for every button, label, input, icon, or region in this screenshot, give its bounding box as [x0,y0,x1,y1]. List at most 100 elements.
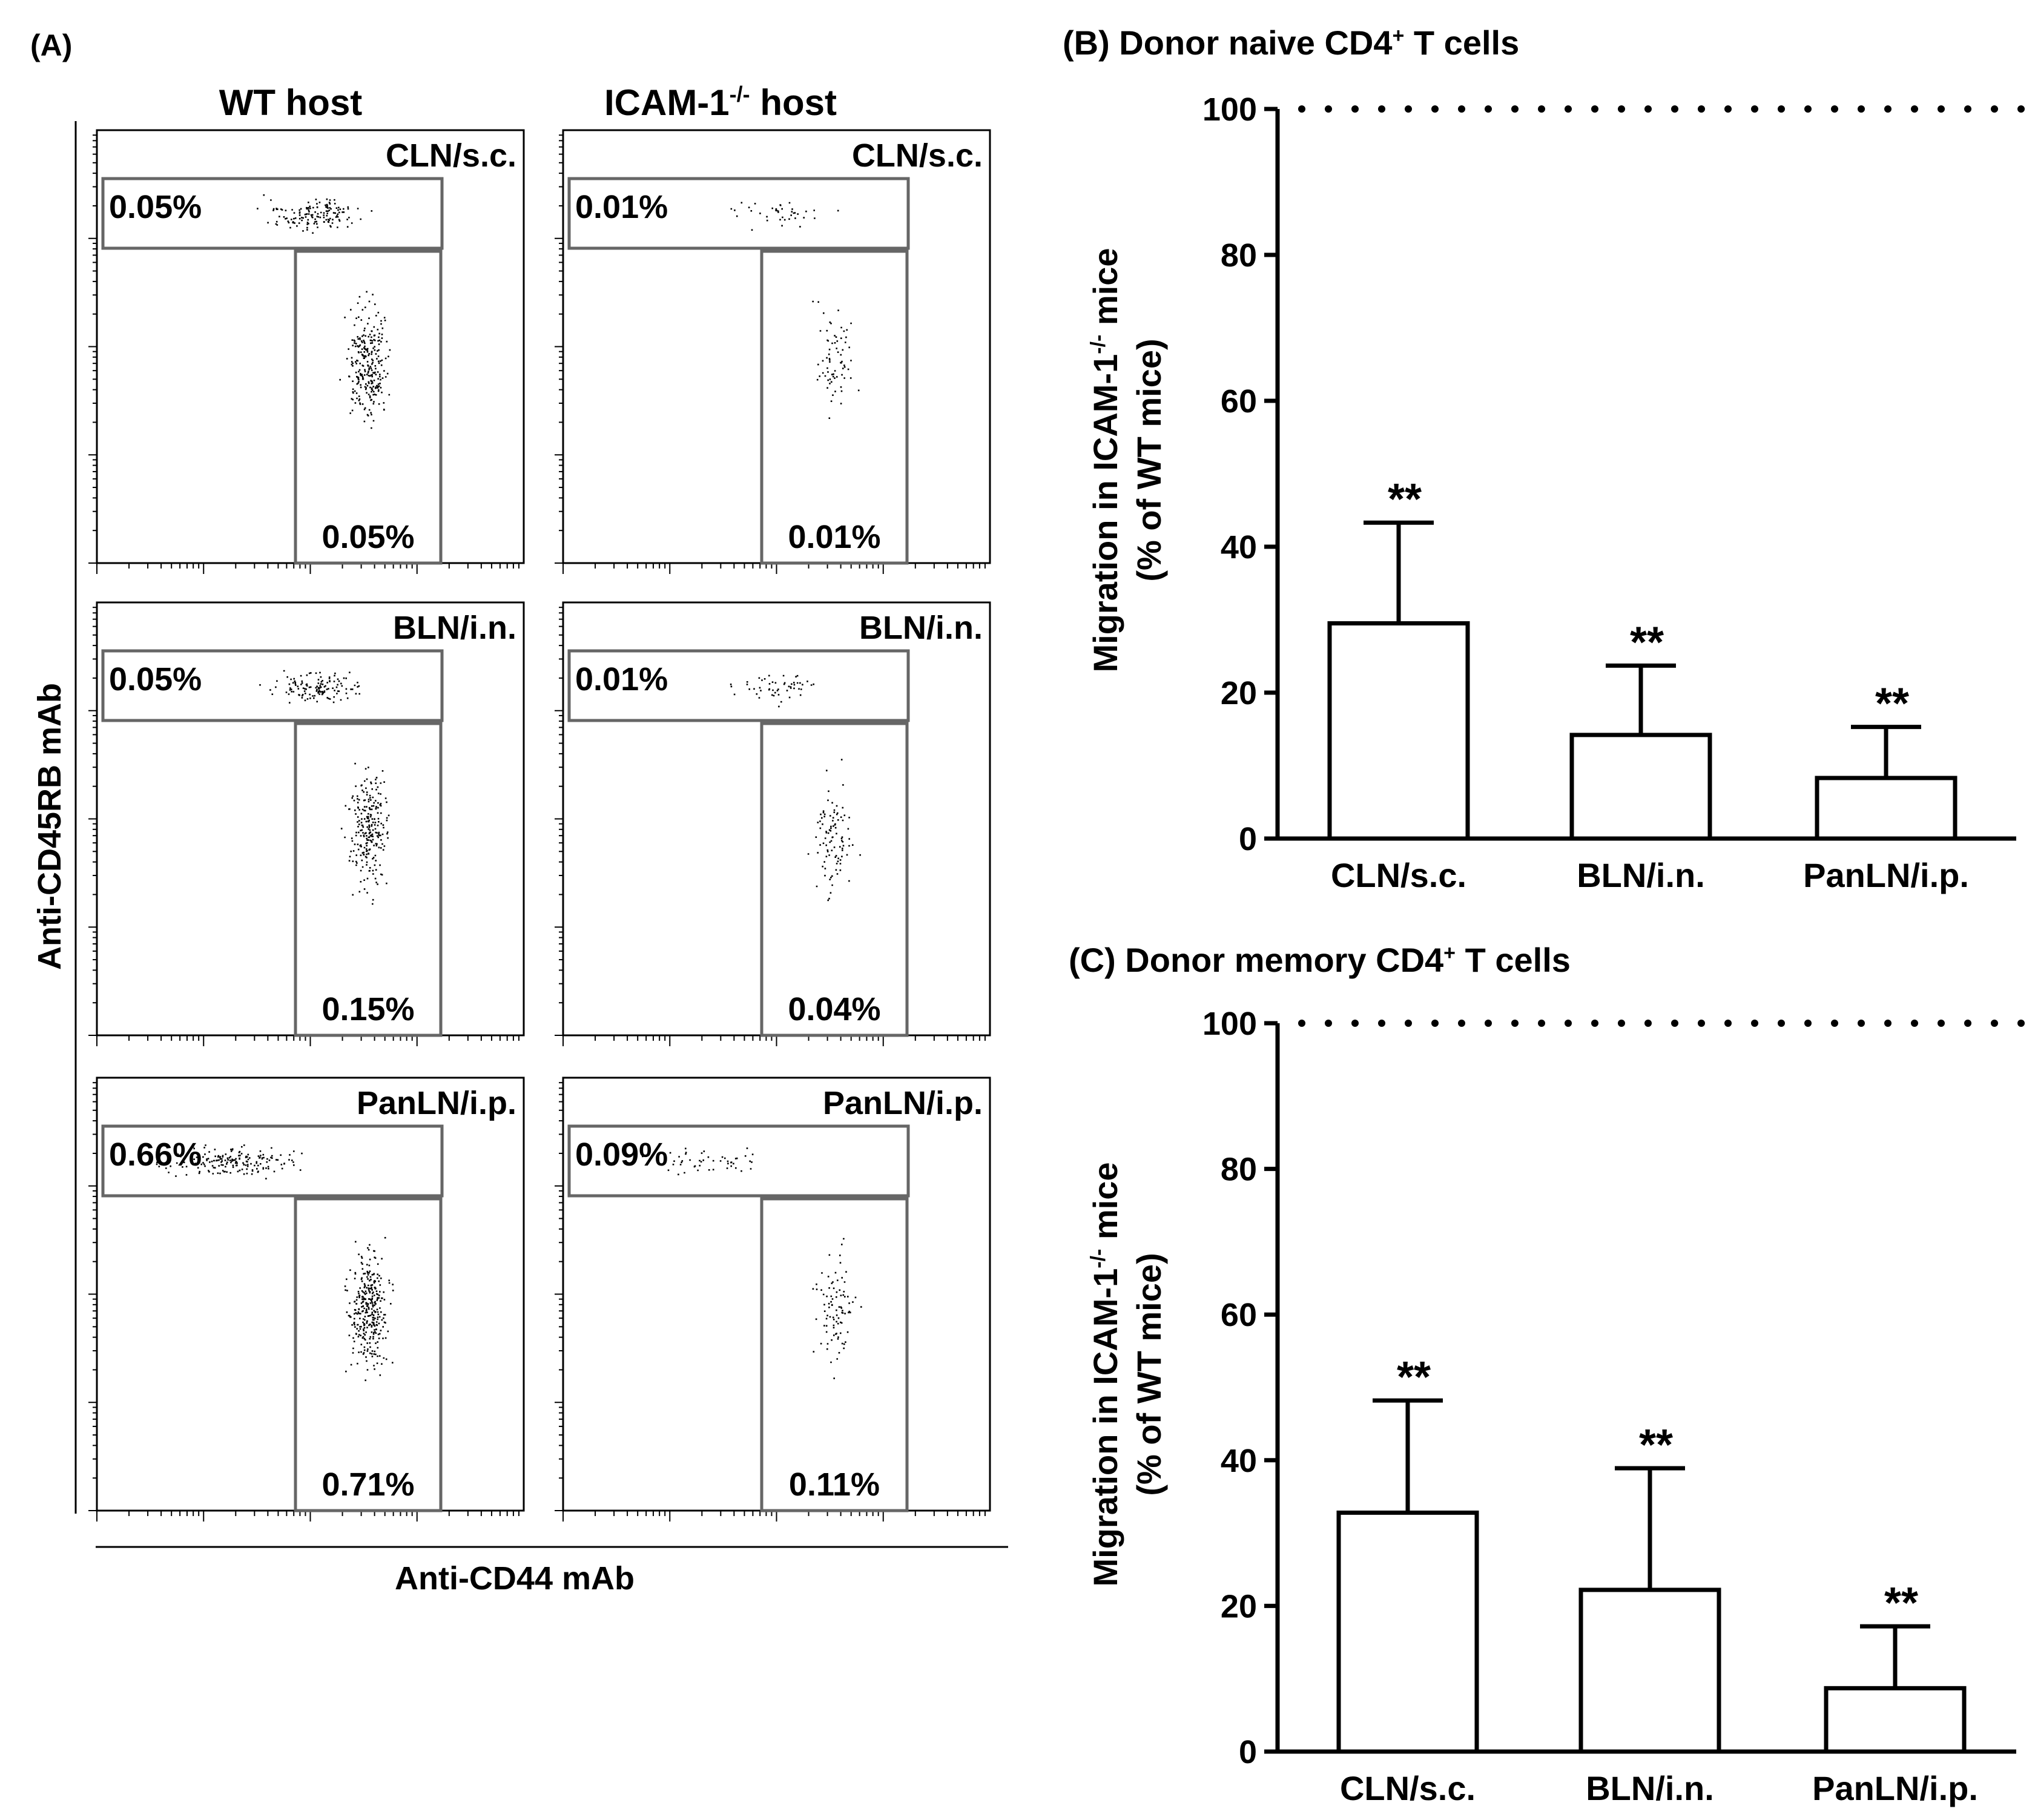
y-axis-label-main: Migration in ICAM-1 [1086,1268,1124,1587]
category-label-3: PanLN/i.p. [1812,1769,1978,1807]
column-title-icam-tail: host [750,82,837,123]
y-axis-label-tail: mice [1086,248,1124,334]
lower-gate [294,249,443,565]
significance-3: ** [1875,680,1909,728]
y-tick-label: 80 [1221,237,1257,274]
bar-3 [1815,776,1957,841]
y-tick-label: 80 [1221,1152,1257,1188]
panel-a-label: (A) [30,28,72,62]
category-label-1: CLN/s.c. [1331,856,1466,894]
column-title-icam-sup: -/- [730,82,750,107]
dot-plot-title: CLN/s.c. [386,137,516,174]
chart-title-main: (C) Donor memory CD4 [1069,941,1443,979]
dot-plot-1: CLN/s.c. 0.05% 0.05% [88,129,525,574]
y-axis-label-cd45rb: Anti-CD45RB mAb [31,683,68,970]
dot-plot-3: BLN/i.n. 0.05% 0.15% [88,601,525,1046]
category-label-1: CLN/s.c. [1340,1769,1476,1807]
bar-2 [1578,1588,1721,1754]
dot-plot-title: PanLN/i.p. [357,1085,516,1121]
significance-2: ** [1639,1421,1673,1469]
category-label-2: BLN/i.n. [1577,856,1705,894]
y-axis-label-sup: -/- [1087,1249,1110,1268]
chart-title-sup: + [1443,941,1456,964]
panel-c-chart: (C) Donor memory CD4+ T cells 0 20 40 60 80 10… [1069,941,2032,1807]
lower-gate-percent: 0.71% [322,1466,414,1503]
dot-plot-title: BLN/i.n. [859,610,983,646]
y-axis-label-main: Migration in ICAM-1 [1086,354,1124,673]
upper-gate [101,649,444,722]
dot-plot-6: PanLN/i.p. 0.09% 0.11% [555,1077,991,1522]
chart-title-sup: + [1393,24,1405,47]
y-axis-label-line2: (% of WT mice) [1130,338,1168,581]
dot-plot-grid: CLN/s.c.0.05%0.05%CLN/s.c.0.01%0.01%BLN/… [88,129,991,1522]
y-axis-label-tail: mice [1086,1162,1124,1248]
dot-plot-title: CLN/s.c. [852,137,983,174]
column-title-wt: WT host [219,82,363,123]
chart-title-tail: T cells [1404,24,1519,62]
lower-gate [760,249,909,565]
category-label-2: BLN/i.n. [1586,1769,1714,1807]
upper-gate [567,177,910,250]
lower-gate-percent: 0.11% [789,1466,880,1503]
upper-gate [101,177,444,250]
y-tick-label: 60 [1221,383,1257,420]
event-dots [642,1147,862,1379]
x-axis-label-cd44: Anti-CD44 mAb [395,1560,635,1597]
y-tick-label: 20 [1221,675,1257,711]
y-axis-label-line1: Migration in ICAM-1-/- mice [1086,1162,1124,1586]
event-dots [156,1144,394,1382]
chart-title-tail: T cells [1456,941,1571,979]
category-label-3: PanLN/i.p. [1803,856,1969,894]
lower-gate [294,722,443,1037]
y-tick-label: 0 [1239,821,1257,857]
dot-plot-5: PanLN/i.p. 0.66% 0.71% [88,1077,525,1522]
column-title-icam-main: ICAM-1 [604,82,730,123]
bar-2 [1569,733,1712,841]
upper-gate-percent: 0.05% [109,661,202,697]
lower-gate [294,1197,443,1512]
y-axis-label-sup: -/- [1087,335,1110,354]
significance-2: ** [1630,618,1664,667]
chart-title: (B) Donor naive CD4+ T cells [1063,24,1519,62]
event-dots [257,194,391,429]
panel-a-flow-cytometry: (A) WT host ICAM-1-/- host Anti-CD45RB m… [30,28,1008,1597]
dot-plot-title: PanLN/i.p. [823,1085,983,1121]
lower-gate-percent: 0.04% [788,991,880,1027]
upper-gate-percent: 0.05% [109,189,202,225]
y-axis-label-line1: Migration in ICAM-1-/- mice [1086,248,1124,672]
lower-gate-percent: 0.01% [788,519,880,555]
upper-gate [567,1124,910,1198]
lower-gate [760,1197,909,1512]
event-dots [730,674,861,902]
bar-1 [1336,1510,1479,1754]
lower-gate-percent: 0.05% [322,519,414,555]
upper-gate-percent: 0.09% [575,1136,668,1173]
lower-gate-percent: 0.15% [322,991,414,1027]
column-title-icam: ICAM-1-/- host [604,82,837,123]
chart-title-main: (B) Donor naive CD4 [1063,24,1393,62]
significance-1: ** [1388,475,1422,524]
upper-gate-percent: 0.66% [109,1136,202,1173]
dot-plot-title: BLN/i.n. [393,610,516,646]
y-tick-label: 40 [1221,1443,1257,1479]
lower-gate [760,722,909,1037]
upper-gate [101,1124,444,1198]
y-tick-label: 0 [1239,1734,1257,1770]
bar-1 [1327,621,1470,841]
upper-gate-percent: 0.01% [575,661,668,697]
dot-plot-4: BLN/i.n. 0.01% 0.04% [555,601,991,1046]
bar-3 [1824,1686,1967,1754]
y-tick-label: 100 [1202,1006,1257,1042]
dot-plot-2: CLN/s.c. 0.01% 0.01% [555,129,991,574]
y-axis-label-line2: (% of WT mice) [1130,1253,1168,1495]
upper-gate-percent: 0.01% [575,189,668,225]
y-tick-label: 60 [1221,1297,1257,1333]
y-tick-label: 100 [1202,91,1257,128]
significance-3: ** [1884,1579,1918,1627]
chart-title: (C) Donor memory CD4+ T cells [1069,941,1571,979]
significance-1: ** [1397,1353,1431,1402]
event-dots [259,670,390,905]
y-tick-label: 20 [1221,1588,1257,1624]
panel-b-chart: (B) Donor naive CD4+ T cells 0 20 40 60 80 100… [1063,24,2032,894]
